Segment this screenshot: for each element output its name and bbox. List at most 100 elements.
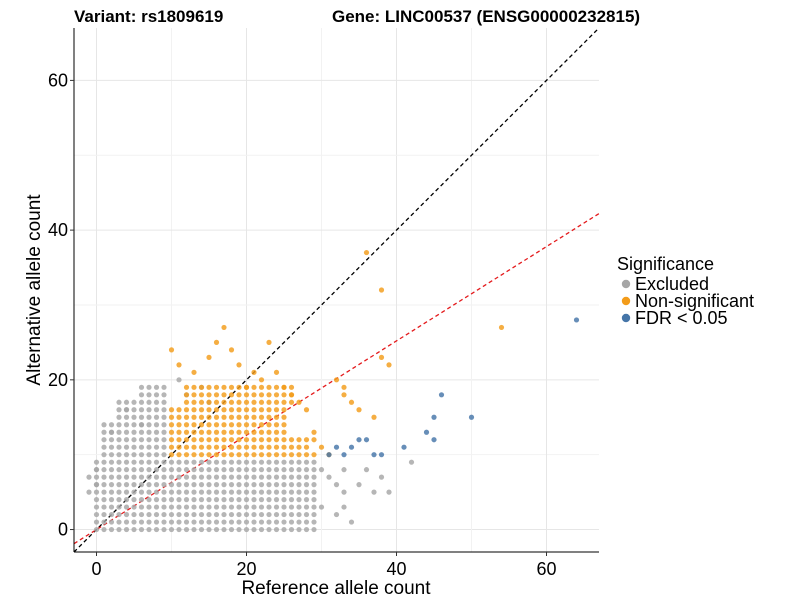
data-point-excluded xyxy=(296,497,302,503)
data-point-excluded xyxy=(138,474,145,480)
data-point-excluded xyxy=(251,482,257,488)
data-point-excluded xyxy=(198,489,205,495)
data-point-excluded xyxy=(311,504,317,510)
data-point-excluded xyxy=(266,504,272,510)
data-point-non-significant xyxy=(221,444,227,450)
data-point-excluded xyxy=(123,467,130,473)
data-point-non-significant xyxy=(206,354,212,360)
data-point-excluded xyxy=(123,444,130,450)
legend-key-excluded xyxy=(621,279,631,289)
data-point-excluded xyxy=(161,511,167,518)
data-point-excluded xyxy=(281,467,287,473)
data-point-excluded xyxy=(273,504,280,510)
data-point-excluded xyxy=(146,399,152,405)
data-point-excluded xyxy=(198,497,205,503)
data-point-excluded xyxy=(176,482,182,488)
data-point-non-significant xyxy=(228,384,235,390)
data-point-fdr-0-05 xyxy=(371,452,377,458)
data-point-non-significant xyxy=(176,437,182,443)
data-point-excluded xyxy=(131,474,137,480)
data-point-excluded xyxy=(288,474,295,480)
data-point-excluded xyxy=(183,482,190,488)
data-point-excluded xyxy=(251,511,257,518)
data-point-non-significant xyxy=(303,407,310,413)
legend-key-fdr xyxy=(621,313,631,323)
data-point-non-significant xyxy=(341,392,347,398)
data-point-excluded xyxy=(161,384,167,390)
data-point-excluded xyxy=(131,467,137,473)
data-point-excluded xyxy=(131,482,137,488)
data-point-non-significant xyxy=(258,429,265,435)
data-point-excluded xyxy=(116,437,122,443)
data-point-excluded xyxy=(168,519,175,525)
data-point-non-significant xyxy=(206,407,212,413)
data-point-excluded xyxy=(303,459,310,465)
data-point-non-significant xyxy=(266,392,272,398)
data-point-non-significant xyxy=(176,422,182,428)
data-point-excluded xyxy=(101,526,107,533)
data-point-excluded xyxy=(288,482,295,488)
data-point-non-significant xyxy=(198,399,205,405)
data-point-excluded xyxy=(131,504,137,510)
data-point-non-significant xyxy=(251,407,257,413)
data-point-excluded xyxy=(341,504,347,510)
data-point-excluded xyxy=(116,497,122,503)
data-point-excluded xyxy=(243,489,250,495)
data-point-non-significant xyxy=(236,437,242,443)
data-point-excluded xyxy=(153,384,160,390)
data-point-excluded xyxy=(108,482,115,488)
data-point-non-significant xyxy=(213,414,220,420)
data-point-non-significant xyxy=(296,437,302,443)
data-point-excluded xyxy=(116,467,122,473)
data-point-excluded xyxy=(206,489,212,495)
data-point-non-significant xyxy=(198,437,205,443)
data-point-excluded xyxy=(363,467,370,473)
data-point-excluded xyxy=(191,504,197,510)
data-point-excluded xyxy=(116,422,122,428)
data-point-fdr-0-05 xyxy=(431,437,437,443)
data-point-excluded xyxy=(168,526,175,533)
data-point-excluded xyxy=(138,489,145,495)
data-point-excluded xyxy=(228,489,235,495)
data-point-excluded xyxy=(153,467,160,473)
data-point-excluded xyxy=(303,511,310,518)
data-point-non-significant xyxy=(191,444,197,450)
data-point-excluded xyxy=(161,526,167,533)
data-point-excluded xyxy=(213,474,220,480)
data-point-excluded xyxy=(161,482,167,488)
data-point-excluded xyxy=(146,422,152,428)
data-point-excluded xyxy=(138,384,145,390)
data-point-non-significant xyxy=(258,377,265,383)
data-point-non-significant xyxy=(183,437,190,443)
data-point-non-significant xyxy=(251,369,257,375)
data-point-excluded xyxy=(176,497,182,503)
data-point-excluded xyxy=(206,482,212,488)
data-point-excluded xyxy=(131,497,137,503)
data-point-excluded xyxy=(153,437,160,443)
data-point-non-significant xyxy=(198,384,205,390)
data-point-excluded xyxy=(198,526,205,533)
data-point-non-significant xyxy=(258,399,265,405)
data-point-non-significant xyxy=(183,414,190,420)
data-point-excluded xyxy=(138,414,145,420)
data-point-excluded xyxy=(386,489,392,495)
data-point-excluded xyxy=(146,526,152,533)
data-point-excluded xyxy=(236,482,242,488)
data-point-excluded xyxy=(146,429,152,435)
data-point-non-significant xyxy=(183,399,190,405)
data-point-excluded xyxy=(108,444,115,450)
data-point-excluded xyxy=(123,422,130,428)
data-point-excluded xyxy=(183,467,190,473)
data-point-excluded xyxy=(93,497,100,503)
data-point-excluded xyxy=(191,526,197,533)
data-point-excluded xyxy=(116,399,122,405)
data-point-excluded xyxy=(258,489,265,495)
data-point-fdr-0-05 xyxy=(431,414,437,420)
data-point-excluded xyxy=(123,474,130,480)
data-point-non-significant xyxy=(183,392,190,398)
data-point-non-significant xyxy=(266,452,272,458)
data-point-non-significant xyxy=(176,444,182,450)
data-point-non-significant xyxy=(206,444,212,450)
data-point-non-significant xyxy=(288,384,295,390)
reference-line-identity xyxy=(73,27,600,553)
